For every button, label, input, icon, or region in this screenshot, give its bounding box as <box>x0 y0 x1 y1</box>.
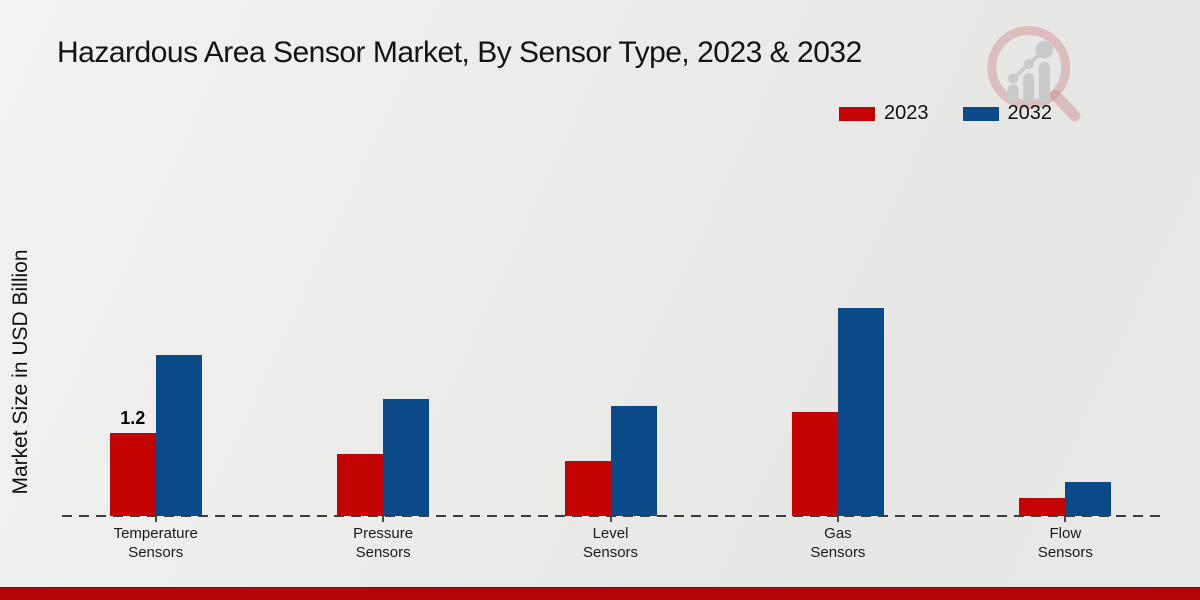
bars-flow-sensors <box>1019 482 1112 516</box>
category-label-gas-sensors: Gas Sensors <box>810 525 866 561</box>
category-label-flow-sensors: Flow Sensors <box>1037 525 1093 561</box>
legend-swatch-2032 <box>962 106 999 121</box>
x-axis-tick <box>836 516 839 522</box>
bars-pressure-sensors <box>337 399 430 516</box>
x-axis-baseline <box>62 515 1160 517</box>
bars-gas-sensors <box>791 308 884 516</box>
legend-swatch-2023 <box>839 106 875 121</box>
bar-2032-level-sensors[interactable] <box>610 406 657 516</box>
bar-group-level-sensors: Level Sensors <box>497 0 724 561</box>
bar-2032-temperature-sensors[interactable] <box>155 355 202 516</box>
category-label-pressure-sensors: Pressure Sensors <box>353 525 414 561</box>
x-axis-tick <box>609 516 612 522</box>
plot-area: 1.2 Temperature Sensors Pressure Sensors Leve… <box>42 0 1179 561</box>
bar-group-gas-sensors: Gas Sensors <box>724 0 951 561</box>
chart-title: Hazardous Area Sensor Market, By Sensor … <box>57 36 862 69</box>
bar-2023-temperature-sensors[interactable]: 1.2 <box>109 408 156 516</box>
bar-2023-pressure-sensors[interactable] <box>337 454 384 516</box>
bar-value-label: 1.2 <box>120 408 146 428</box>
legend: 2023 2032 <box>839 102 1052 125</box>
watermark-logo-icon <box>987 26 1081 122</box>
bars-temperature-sensors: 1.2 <box>109 355 202 516</box>
bar-2032-flow-sensors[interactable] <box>1065 482 1112 516</box>
bar-2023-gas-sensors[interactable] <box>791 412 838 516</box>
bar-2032-gas-sensors[interactable] <box>837 308 884 516</box>
x-axis-tick <box>382 516 385 522</box>
bar-2032-pressure-sensors[interactable] <box>383 399 430 516</box>
x-axis-tick <box>1064 516 1067 522</box>
footer-accent-bar <box>0 587 1200 600</box>
category-label-temperature-sensors: Temperature Sensors <box>113 525 198 561</box>
bar-2023-flow-sensors[interactable] <box>1019 498 1066 516</box>
bar-group-pressure-sensors: Pressure Sensors <box>269 0 496 561</box>
bar-group-temperature-sensors: 1.2 Temperature Sensors <box>42 0 269 561</box>
x-axis-tick <box>154 516 157 522</box>
legend-label-2023: 2023 <box>884 102 929 124</box>
y-axis-label: Market Size in USD Billion <box>9 249 32 495</box>
bars-level-sensors <box>564 406 657 516</box>
legend-item-2023[interactable]: 2023 <box>839 102 929 125</box>
bar-group-flow-sensors: Flow Sensors <box>952 0 1179 561</box>
legend-label-2032: 2032 <box>1007 102 1053 124</box>
bar-2023-level-sensors[interactable] <box>564 461 611 516</box>
legend-item-2032[interactable]: 2032 <box>962 102 1053 125</box>
category-label-level-sensors: Level Sensors <box>583 525 639 561</box>
